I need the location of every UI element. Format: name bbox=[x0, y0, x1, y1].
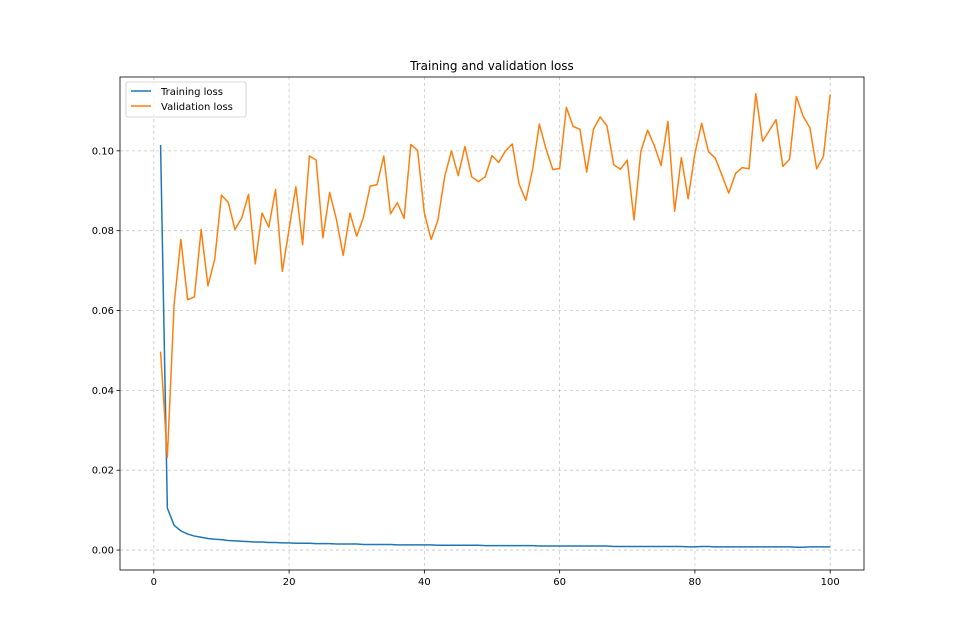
legend-label-training-loss: Training loss bbox=[160, 87, 223, 98]
chart-title: Training and validation loss bbox=[409, 59, 574, 73]
y-tick-label: 0.02 bbox=[92, 466, 114, 477]
y-tick-label: 0.10 bbox=[92, 146, 114, 157]
axis-ticks: 0 20 40 60 80 100 0.00 0.02 0.04 0.06 0.08 0.10 bbox=[92, 146, 840, 588]
series-line-validation-loss bbox=[159, 93, 831, 459]
x-tick-label: 80 bbox=[689, 577, 702, 588]
grid bbox=[120, 77, 864, 570]
y-tick-label: 0.08 bbox=[92, 226, 114, 237]
legend: Training loss Validation loss bbox=[125, 81, 247, 118]
x-tick-label: 100 bbox=[821, 577, 840, 588]
plot-area-frame bbox=[119, 76, 865, 571]
x-tick-label: 20 bbox=[283, 577, 296, 588]
x-tick-label: 60 bbox=[553, 577, 566, 588]
x-tick-label: 0 bbox=[151, 577, 157, 588]
legend-box bbox=[125, 81, 247, 118]
legend-label-validation-loss: Validation loss bbox=[161, 102, 233, 113]
series-lines bbox=[159, 93, 831, 548]
x-tick-label: 40 bbox=[418, 577, 431, 588]
y-tick-label: 0.00 bbox=[92, 546, 114, 557]
y-tick-label: 0.06 bbox=[92, 306, 114, 317]
series-line-training-loss bbox=[159, 144, 831, 548]
y-tick-label: 0.04 bbox=[92, 386, 114, 397]
